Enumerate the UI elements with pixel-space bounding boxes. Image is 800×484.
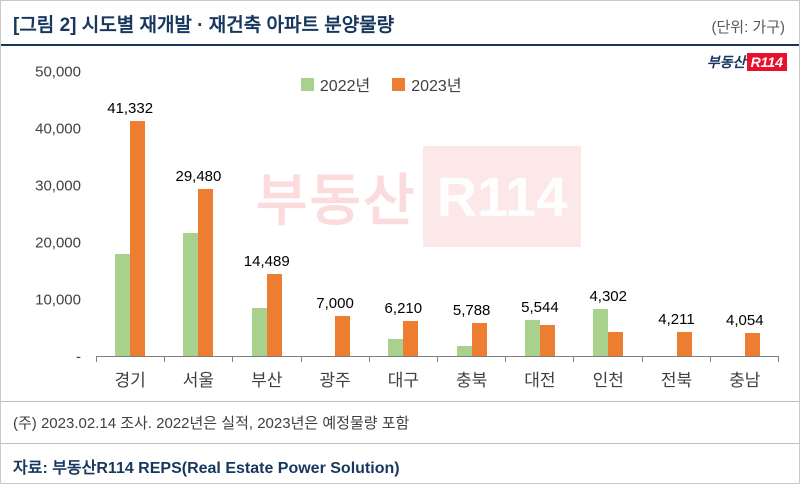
legend: 2022년 2023년: [300, 72, 462, 96]
bar-pair: [574, 72, 642, 356]
bar-value-label: 7,000: [316, 295, 354, 313]
bar-value-label: 5,788: [452, 302, 491, 320]
y-tick-label: 50,000: [35, 63, 81, 81]
x-axis-tick: [506, 357, 575, 362]
bar-group: 14,489: [233, 72, 301, 356]
bar-group: 6,210: [369, 72, 437, 356]
y-tick-label: 40,000: [35, 120, 81, 138]
bar-pair: [164, 72, 232, 356]
x-axis-label: 인천: [592, 371, 624, 390]
figure-title: [그림 2] 시도별 재개발 · 재건축 아파트 분양물량: [13, 15, 395, 36]
legend-label: 2023년: [411, 78, 462, 95]
brand-logo: 부동산 R114: [707, 52, 787, 72]
chart-area: 부동산 R114 부동산 R114 50,000 40,000 30,000 20,0…: [1, 46, 799, 401]
bar-2023년: [608, 331, 624, 356]
x-axis-tick: [438, 357, 507, 362]
x-axis-tick: [165, 357, 234, 362]
x-axis-tick: [233, 357, 302, 362]
bar-2023년: [266, 273, 282, 356]
x-axis-label: 서울: [182, 371, 215, 390]
y-axis: 50,000 40,000 30,000 20,000 10,000 -: [1, 64, 81, 366]
y-tick-label: 10,000: [35, 291, 81, 309]
bar-group: 29,480: [164, 72, 232, 356]
bar-pair: [96, 72, 164, 356]
bar-value-label: 29,480: [175, 167, 222, 185]
bar-2022년: [456, 345, 472, 356]
y-tick-label: -: [76, 348, 81, 366]
bar-pair: [437, 72, 505, 356]
bar-2023년: [403, 320, 419, 356]
bar-2022년: [115, 253, 131, 356]
bar-2023년: [130, 121, 146, 356]
bar-group: 4,302: [574, 72, 642, 356]
brand-logo-badge: R114: [746, 53, 787, 71]
x-axis-label: 광주: [319, 371, 351, 390]
legend-swatch: [392, 77, 406, 91]
bar-2023년: [539, 324, 555, 356]
x-tick-row: [96, 357, 780, 362]
footnote: (주) 2023.02.14 조사. 2022년은 실적, 2023년은 예정물…: [1, 401, 799, 443]
bar-2022년: [183, 232, 199, 356]
y-tick-label: 20,000: [35, 234, 81, 252]
bar-group: 4,054: [711, 72, 779, 356]
bar-group: 41,332: [96, 72, 164, 356]
bar-pair: [369, 72, 437, 356]
bar-2023년: [471, 323, 487, 356]
unit-label: (단위: 가구): [711, 19, 785, 36]
bar-2023년: [335, 316, 351, 356]
x-axis-tick: [302, 357, 370, 362]
bar-pair: [711, 72, 779, 356]
x-axis-tick: [574, 357, 643, 362]
bar-pair: [301, 72, 369, 356]
bar-2023년: [744, 332, 760, 356]
x-axis-tick: [711, 357, 780, 362]
x-axis-tick: [97, 357, 166, 362]
bar-value-label: 41,332: [107, 100, 154, 118]
legend-item: 2022년: [300, 72, 371, 96]
legend-swatch: [300, 77, 314, 91]
bar-value-label: 5,544: [521, 299, 559, 317]
bar-2022년: [524, 320, 540, 356]
bar-2022년: [593, 308, 609, 356]
x-axis-label: 대전: [524, 371, 556, 390]
brand-logo-text: 부동산: [706, 54, 746, 70]
bar-value-label: 4,054: [726, 311, 764, 329]
x-axis-tick: [370, 357, 439, 362]
bar-group: 5,788: [437, 72, 505, 356]
bar-2022년: [388, 338, 404, 356]
legend-label: 2022년: [319, 78, 371, 95]
x-axis-label: 대구: [387, 371, 419, 390]
bar-value-label: 6,210: [384, 299, 423, 317]
y-tick-label: 30,000: [35, 177, 81, 195]
x-axis-label: 충북: [455, 371, 488, 390]
bar-pair: [642, 72, 710, 356]
bar-pair: [233, 72, 301, 356]
bar-2023년: [676, 332, 692, 356]
x-axis-label: 경기: [114, 371, 146, 390]
figure-header: [그림 2] 시도별 재개발 · 재건축 아파트 분양물량 (단위: 가구): [1, 1, 799, 46]
plot-area: 2022년 2023년 41,332 29,480 14,489 7,000 6,210 5…: [96, 72, 779, 357]
x-axis-tick: [643, 357, 711, 362]
bar-2022년: [251, 307, 267, 356]
bar-pair: [506, 72, 574, 356]
bar-group: 7,000: [301, 72, 369, 356]
bar-group: 5,544: [506, 72, 574, 356]
x-axis-label: 충남: [729, 371, 761, 390]
bar-group: 4,211: [642, 72, 710, 356]
bar-2023년: [198, 188, 214, 356]
legend-item: 2023년: [392, 72, 462, 96]
bar-value-label: 14,489: [243, 252, 290, 270]
x-axis-label: 부산: [251, 371, 283, 390]
x-axis: 경기 서울 부산 광주 대구 충북 대전 인천 전북 충남: [96, 362, 779, 401]
x-axis-label: 전북: [660, 371, 693, 390]
bar-value-label: 4,302: [589, 287, 627, 305]
bar-value-label: 4,211: [658, 311, 695, 329]
source-line: 자료: 부동산R114 REPS(Real Estate Power Solut…: [1, 443, 799, 483]
